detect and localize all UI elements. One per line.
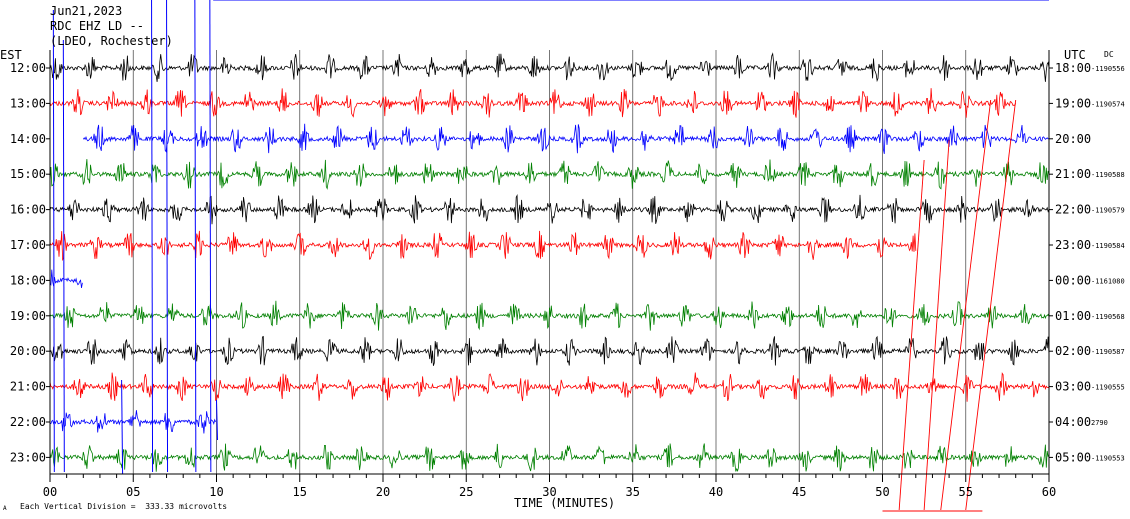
dc-value: 2790: [1091, 419, 1108, 427]
utc-label-05:00: 05:00: [1055, 450, 1091, 464]
dc-value: -1190574: [1091, 100, 1125, 108]
left-axis-title: EST: [0, 48, 22, 62]
dc-value: -1190584: [1091, 242, 1125, 250]
trace-15:00: [49, 159, 1050, 190]
est-label-13:00: 13:00: [10, 96, 46, 110]
utc-label-18:00: 18:00: [1055, 61, 1091, 75]
est-label-22:00: 22:00: [10, 415, 46, 429]
x-tick-label-55: 55: [959, 485, 973, 499]
est-label-20:00: 20:00: [10, 344, 46, 358]
blue-spike-line: [52, 9, 55, 473]
est-label-15:00: 15:00: [10, 167, 46, 181]
utc-label-03:00: 03:00: [1055, 380, 1091, 394]
x-tick-label-25: 25: [459, 485, 473, 499]
header-date: Jun21,2023: [50, 4, 123, 18]
x-tick-label-10: 10: [209, 485, 223, 499]
blue-spike-line: [121, 379, 124, 475]
x-tick-label-30: 30: [542, 485, 556, 499]
utc-label-01:00: 01:00: [1055, 309, 1091, 323]
x-tick-label-35: 35: [626, 485, 640, 499]
spike-artifacts: [52, 0, 1049, 512]
trace-17:00: [49, 230, 917, 262]
est-label-16:00: 16:00: [10, 203, 46, 217]
blue-spike-line: [194, 0, 197, 473]
est-label-21:00: 21:00: [10, 380, 46, 394]
x-tick-label-15: 15: [293, 485, 307, 499]
est-label-18:00: 18:00: [10, 273, 46, 287]
trace-20:00: [49, 335, 1050, 366]
x-tick-label-40: 40: [709, 485, 723, 499]
x-tick-label-20: 20: [376, 485, 390, 499]
trace-22:00: [49, 410, 216, 434]
blue-spike-line: [151, 0, 154, 473]
dc-value: -1190568: [1091, 313, 1125, 321]
grid-lines: [49, 50, 1050, 474]
red-diagonal-line: [940, 99, 992, 511]
axes: 00 05 10 15 20 25 30 35 40 45 50 55 60: [43, 50, 1056, 499]
utc-label-22:00: 22:00: [1055, 203, 1091, 217]
dc-value: -1190579: [1091, 207, 1125, 215]
blue-spike-line: [62, 39, 65, 473]
seismic-traces: [49, 52, 1050, 472]
red-diagonal-line: [898, 159, 925, 511]
utc-label-20:00: 20:00: [1055, 132, 1091, 146]
corner-mark: A: [3, 505, 7, 512]
est-label-12:00: 12:00: [10, 61, 46, 75]
trace-12:00: [49, 52, 1050, 83]
utc-label-00:00: 00:00: [1055, 273, 1091, 287]
utc-label-04:00: 04:00: [1055, 415, 1091, 429]
dc-value: -1190553: [1091, 454, 1125, 462]
trace-14:00: [82, 123, 1050, 154]
blue-spike-line: [216, 399, 218, 441]
dc-value: -1190588: [1091, 171, 1125, 179]
est-label-19:00: 19:00: [10, 309, 46, 323]
utc-label-19:00: 19:00: [1055, 96, 1091, 110]
dc-value: -1190555: [1091, 384, 1125, 392]
utc-label-02:00: 02:00: [1055, 344, 1091, 358]
scale-note: Each Vertical Division = 333.33 microvol…: [20, 502, 228, 511]
trace-16:00: [49, 193, 1050, 225]
red-diagonal-line: [923, 139, 950, 511]
dc-value: -1161080: [1091, 277, 1125, 285]
blue-spike-line: [209, 0, 212, 473]
x-tick-label-05: 05: [126, 485, 140, 499]
x-tick-label-45: 45: [792, 485, 806, 499]
x-tick-label-60: 60: [1042, 485, 1056, 499]
dc-label: DC: [1104, 50, 1114, 59]
est-label-14:00: 14:00: [10, 132, 46, 146]
x-tick-label-00: 00: [43, 485, 57, 499]
trace-19:00: [49, 300, 1050, 331]
header-station: RDC EHZ LD --: [50, 19, 144, 33]
est-label-23:00: 23:00: [10, 450, 46, 464]
x-tick-label-50: 50: [875, 485, 889, 499]
utc-label-21:00: 21:00: [1055, 167, 1091, 181]
trace-18:00: [49, 269, 83, 288]
red-diagonal-line: [965, 99, 1017, 511]
trace-23:00: [49, 443, 1050, 472]
utc-label-23:00: 23:00: [1055, 238, 1091, 252]
header-network: (LDEO, Rochester): [50, 34, 173, 48]
x-axis-label: TIME (MINUTES): [514, 496, 616, 510]
est-label-17:00: 17:00: [10, 238, 46, 252]
blue-spike-line: [166, 0, 169, 473]
dc-value: -1190556: [1091, 65, 1125, 73]
right-axis-title: UTC: [1064, 48, 1086, 62]
dc-value: -1190587: [1091, 348, 1125, 356]
trace-13:00: [49, 88, 1017, 118]
